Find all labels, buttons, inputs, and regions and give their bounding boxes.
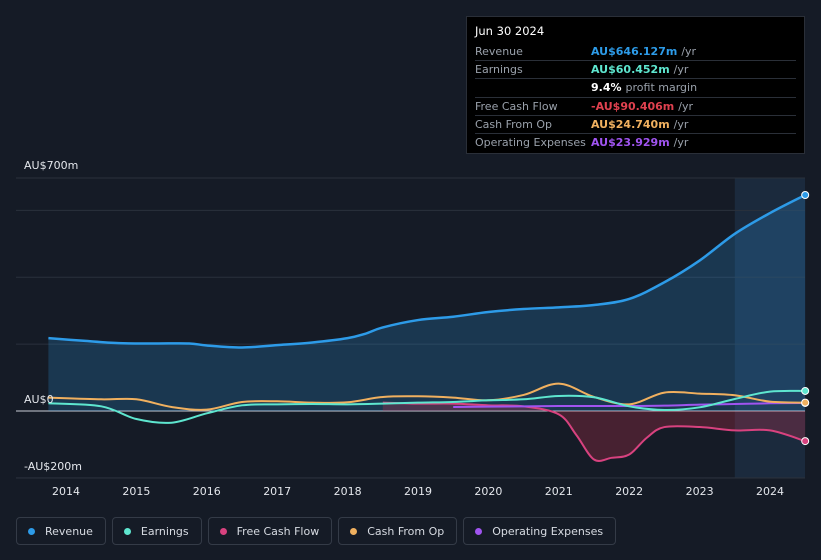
tooltip-row-value: AU$24.740m	[591, 117, 670, 131]
tooltip-row-unit: /yr	[673, 117, 689, 131]
legend-dot-icon	[28, 527, 35, 535]
y-tick-label: -AU$200m	[24, 460, 82, 473]
tooltip-row-value: AU$60.452m	[591, 63, 670, 77]
legend-dot-icon	[350, 527, 358, 535]
x-tick-label: 2022	[615, 485, 643, 498]
free-cash-flow-area	[382, 402, 806, 461]
tooltip-rows: Revenue AU$646.127m/yr Earnings AU$60.452m /…	[475, 43, 796, 151]
free-cash-flow-end-point	[801, 437, 810, 446]
series-end-markers	[801, 191, 810, 446]
tooltip-row-unit: /yr	[678, 99, 693, 113]
tooltip-row: Operating Expenses AU$23.929m/yr	[475, 132, 796, 151]
cash-from-op-line	[48, 382, 806, 411]
tooltip-row-label: Cash From Op	[475, 117, 553, 131]
free-cash-flow-line	[382, 401, 806, 462]
x-tick-label: 2018	[334, 485, 362, 498]
tooltip-row-label: Operating Expenses	[475, 136, 586, 150]
series-lines	[48, 193, 806, 462]
legend-dot-icon	[219, 527, 227, 535]
tooltip-row-label: Free Cash Flow	[475, 99, 558, 113]
legend-item-operating-expenses[interactable]: Operating Expenses	[463, 517, 617, 545]
earnings-end-point	[801, 386, 810, 395]
y-tick-label: AU$700m	[24, 159, 78, 172]
tooltip-date: Jun 30 2024	[475, 24, 545, 38]
tooltip-row-value: AU$23.929m	[591, 136, 670, 150]
legend-label: Revenue	[45, 524, 93, 538]
tooltip-row: Revenue AU$646.127m/yr	[475, 43, 796, 60]
highlight-region	[734, 178, 805, 478]
tooltip-row-label: Earnings	[475, 63, 523, 77]
revenue-area	[48, 195, 806, 411]
tooltip-row-unit: /yr	[673, 63, 689, 77]
y-tick-label: AU$0	[24, 393, 54, 406]
tooltip-row-unit: /yr	[681, 45, 697, 59]
legend-label: Cash From Op	[367, 524, 445, 538]
tooltip-row: Cash From Op AU$24.740m/yr	[475, 114, 796, 133]
tooltip-row-unit: /yr	[673, 136, 689, 150]
legend-label: Free Cash Flow	[236, 524, 320, 538]
x-tick-label: 2023	[686, 485, 714, 498]
earnings-line	[48, 389, 806, 424]
legend-dot-icon	[475, 527, 483, 535]
legend-item-earnings[interactable]: Earnings	[111, 517, 202, 545]
tooltip-row: 9.4% profit margin	[475, 78, 796, 96]
legend-label: Earnings	[140, 524, 189, 538]
legend-item-revenue[interactable]: Revenue	[16, 517, 106, 545]
x-tick-label: 2014	[52, 485, 80, 498]
x-axis-labels: 2014 2015 2016 2017 2018 2019 2020 2021 2022 2023…	[52, 485, 784, 498]
tooltip-row-value: AU$646.127m	[591, 45, 678, 59]
x-tick-label: 2020	[474, 485, 502, 498]
legend-dot-icon	[123, 527, 131, 535]
legend-item-cash-from-op[interactable]: Cash From Op	[338, 517, 458, 545]
tooltip-row-value: 9.4%	[591, 81, 622, 95]
x-tick-label: 2019	[404, 485, 432, 498]
x-tick-label: 2017	[263, 485, 291, 498]
tooltip-row-value: -AU$90.406m	[591, 99, 675, 113]
legend-item-free-cash-flow[interactable]: Free Cash Flow	[207, 517, 333, 545]
revenue-line	[48, 193, 806, 349]
revenue-end-point	[801, 191, 810, 199]
x-tick-label: 2024	[756, 485, 784, 498]
x-tick-label: 2021	[545, 485, 573, 498]
cash-from-op-end-point	[801, 398, 810, 407]
legend-label: Operating Expenses	[492, 524, 604, 538]
tooltip-panel: Jun 30 2024 Revenue AU$646.127m/yr Earning…	[466, 16, 805, 154]
tooltip-row-label: Revenue	[475, 45, 523, 59]
tooltip-row-unit: profit margin	[625, 81, 698, 95]
x-tick-label: 2015	[122, 485, 150, 498]
tooltip-row: Free Cash Flow -AU$90.406m/yr	[475, 96, 796, 115]
x-tick-label: 2016	[193, 485, 221, 498]
series-fills	[48, 195, 806, 461]
y-axis-labels: AU$700m AU$0 -AU$200m	[24, 159, 82, 473]
tooltip-row: Earnings AU$60.452m/yr	[475, 60, 796, 78]
legend: Revenue Earnings Free Cash Flow Cash From O…	[16, 517, 617, 545]
